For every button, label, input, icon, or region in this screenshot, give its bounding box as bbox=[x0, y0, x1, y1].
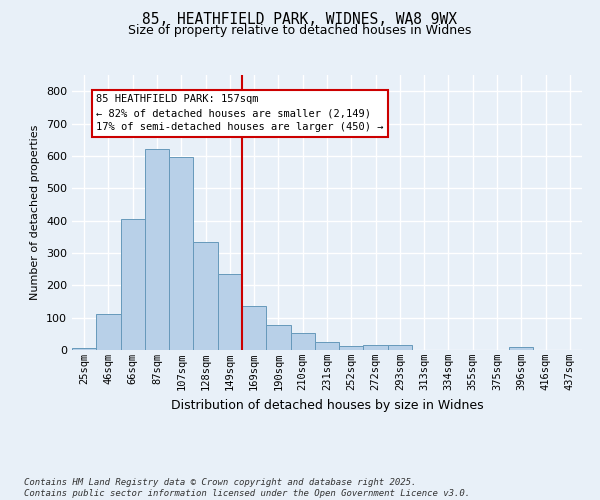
Bar bbox=[388, 344, 412, 350]
Bar bbox=[266, 325, 290, 350]
Text: 85, HEATHFIELD PARK, WIDNES, WA8 9WX: 85, HEATHFIELD PARK, WIDNES, WA8 9WX bbox=[143, 12, 458, 28]
Bar bbox=[339, 346, 364, 350]
Y-axis label: Number of detached properties: Number of detached properties bbox=[31, 125, 40, 300]
Text: 85 HEATHFIELD PARK: 157sqm
← 82% of detached houses are smaller (2,149)
17% of s: 85 HEATHFIELD PARK: 157sqm ← 82% of deta… bbox=[96, 94, 384, 132]
Bar bbox=[145, 150, 169, 350]
X-axis label: Distribution of detached houses by size in Widnes: Distribution of detached houses by size … bbox=[170, 398, 484, 411]
Text: Size of property relative to detached houses in Widnes: Size of property relative to detached ho… bbox=[128, 24, 472, 37]
Bar bbox=[364, 344, 388, 350]
Text: Contains HM Land Registry data © Crown copyright and database right 2025.
Contai: Contains HM Land Registry data © Crown c… bbox=[24, 478, 470, 498]
Bar bbox=[242, 306, 266, 350]
Bar bbox=[193, 242, 218, 350]
Bar bbox=[121, 219, 145, 350]
Bar bbox=[169, 156, 193, 350]
Bar bbox=[218, 274, 242, 350]
Bar bbox=[290, 332, 315, 350]
Bar bbox=[96, 314, 121, 350]
Bar bbox=[72, 348, 96, 350]
Bar bbox=[509, 348, 533, 350]
Bar bbox=[315, 342, 339, 350]
